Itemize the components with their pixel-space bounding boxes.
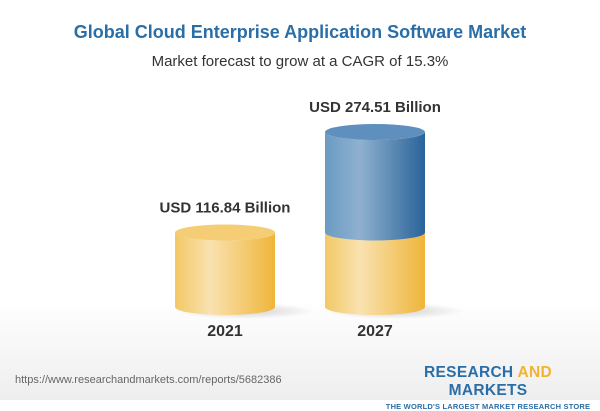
bar-2027-base-segment	[325, 232, 425, 315]
x-tick-label: 2027	[357, 323, 393, 340]
data-label: USD 116.84 Billion	[160, 200, 291, 217]
x-tick-label: 2021	[207, 323, 243, 340]
bar-2027-growth-segment	[325, 132, 425, 241]
bar-top	[325, 124, 425, 140]
research-and-markets-logo: RESEARCH AND MARKETS THE WORLD'S LARGEST…	[383, 364, 593, 411]
logo-text: MARKETS	[448, 382, 528, 399]
source-url[interactable]: https://www.researchandmarkets.com/repor…	[15, 374, 282, 386]
chart-area: USD 116.84 Billion USD 274.51 Billion 20…	[160, 99, 465, 340]
logo-tagline: THE WORLD'S LARGEST MARKET RESEARCH STOR…	[385, 402, 591, 411]
data-label: USD 274.51 Billion	[309, 99, 441, 116]
chart-title: Global Cloud Enterprise Application Soft…	[73, 22, 527, 42]
bar-top	[175, 224, 275, 241]
logo-text: AND	[517, 364, 552, 381]
logo-text: RESEARCH	[424, 364, 518, 381]
chart-subtitle: Market forecast to grow at a CAGR of 15.…	[151, 53, 449, 70]
bar-2021	[175, 232, 275, 315]
